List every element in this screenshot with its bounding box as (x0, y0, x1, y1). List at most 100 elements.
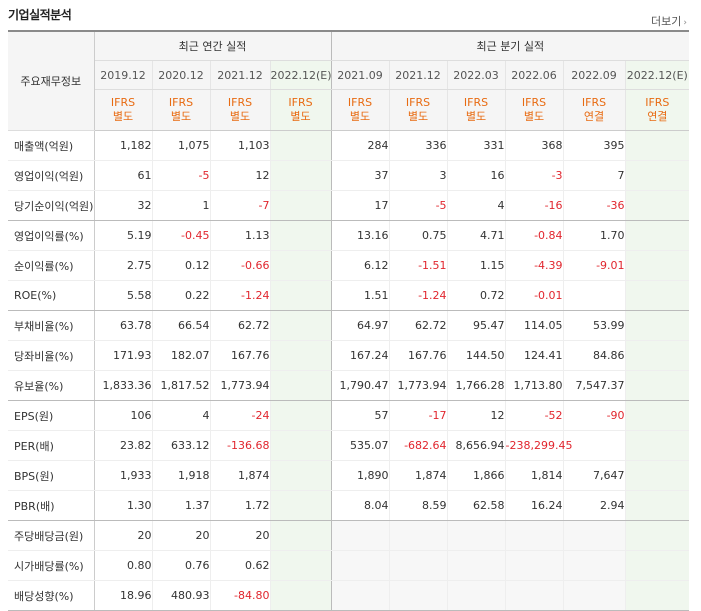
table-cell: 8.04 (330, 490, 390, 521)
table-cell (624, 280, 690, 311)
accounting-basis: 별도 (170, 110, 192, 123)
table-cell (269, 340, 332, 371)
table-cell: 1.15 (446, 250, 506, 281)
table-cell (269, 400, 332, 431)
table-cell: 7,647 (562, 460, 626, 491)
accounting-standard-name: IFRS (168, 96, 194, 109)
table-cell (562, 430, 626, 461)
accounting-standard-name: IFRS (463, 96, 489, 109)
table-cell (330, 580, 390, 611)
table-cell (562, 580, 626, 611)
table-cell: 20 (93, 520, 152, 551)
table-cell: 395 (562, 130, 626, 161)
accounting-basis: 별도 (290, 110, 311, 123)
table-cell (562, 280, 626, 311)
section-title: 기업실적분석 (8, 8, 72, 22)
table-cell: 3 (388, 160, 448, 191)
table-cell: -24 (209, 400, 270, 431)
table-cell: -1.51 (388, 250, 448, 281)
table-cell: 13.16 (330, 220, 390, 251)
table-cell: 1,182 (93, 130, 152, 161)
row-label: 매출액(억원) (8, 130, 95, 161)
table-cell: 53.99 (562, 310, 626, 341)
table-cell (269, 220, 332, 251)
table-cell: -16 (504, 190, 564, 221)
table-cell (388, 520, 448, 551)
table-row: 영업이익(억원) 61 -5 12 37 3 16 -3 7 (8, 160, 690, 191)
table-cell: 1.70 (562, 220, 626, 251)
table-cell: 0.62 (209, 550, 270, 581)
table-cell: 57 (330, 400, 390, 431)
table-cell: 0.72 (446, 280, 506, 311)
table-cell: 62.72 (388, 310, 448, 341)
table-body: 매출액(억원) 1,182 1,075 1,103 284 336 331 368 395 영업이… (8, 130, 690, 611)
period-header: 2020.12 (151, 60, 210, 90)
table-cell: 1,814 (504, 460, 564, 491)
table-cell: 167.76 (209, 340, 270, 371)
table-row: 당기순이익(억원) 32 1 -7 17 -5 4 -16 -36 (8, 190, 690, 221)
table-cell (330, 520, 390, 551)
more-label: 더보기 (651, 15, 682, 28)
table-cell: 167.24 (330, 340, 390, 371)
table-cell: 114.05 (504, 310, 564, 341)
table-cell: 0.22 (151, 280, 210, 311)
table-cell: 1,833.36 (93, 370, 152, 401)
table-cell: 64.97 (330, 310, 390, 341)
row-label: 당좌비율(%) (8, 340, 95, 371)
table-cell: 4 (446, 190, 506, 221)
accounting-standard: IFRS 별도 (269, 89, 332, 131)
table-cell: 20 (151, 520, 210, 551)
accounting-basis: 연결 (583, 110, 605, 123)
table-row: 시가배당률(%) 0.80 0.76 0.62 (8, 550, 690, 581)
table-cell (624, 460, 690, 491)
table-cell: 84.86 (562, 340, 626, 371)
table-cell (624, 340, 690, 371)
table-cell: 12 (446, 400, 506, 431)
row-label: EPS(원) (8, 400, 95, 431)
accounting-basis: 연결 (647, 110, 668, 123)
table-cell (624, 550, 690, 581)
accounting-standard: IFRS 별도 (446, 89, 506, 131)
table-cell: 1 (151, 190, 210, 221)
financial-table: 주요재무정보 최근 연간 실적 최근 분기 실적 2019.12 2020.12 2… (8, 30, 690, 611)
table-cell: -90 (562, 400, 626, 431)
table-cell: 284 (330, 130, 390, 161)
table-cell: -0.01 (504, 280, 564, 311)
table-cell (624, 520, 690, 551)
accounting-standard: IFRS 별도 (330, 89, 390, 131)
table-cell: -5 (151, 160, 210, 191)
table-cell: -84.80 (209, 580, 270, 611)
table-cell: -136.68 (209, 430, 270, 461)
table-cell (269, 370, 332, 401)
table-cell (624, 490, 690, 521)
table-cell (446, 580, 506, 611)
more-link[interactable]: 더보기 › (651, 13, 687, 29)
table-cell (446, 520, 506, 551)
table-cell (504, 520, 564, 551)
table-cell (624, 310, 690, 341)
accounting-standard-name: IFRS (288, 96, 313, 109)
table-row: EPS(원) 106 4 -24 57 -17 12 -52 -90 (8, 400, 690, 431)
table-cell: 20 (209, 520, 270, 551)
table-cell: 1,075 (151, 130, 210, 161)
table-cell: 8,656.94 (446, 430, 506, 461)
table-cell: 1.13 (209, 220, 270, 251)
accounting-standard-name: IFRS (645, 96, 670, 109)
table-cell: -682.64 (388, 430, 448, 461)
table-cell (624, 580, 690, 611)
row-label: PBR(배) (8, 490, 95, 521)
accounting-standard-name: IFRS (347, 96, 373, 109)
table-cell: 62.58 (446, 490, 506, 521)
table-row: 매출액(억원) 1,182 1,075 1,103 284 336 331 368 395 (8, 130, 690, 161)
table-cell: 2.94 (562, 490, 626, 521)
row-label: 주당배당금(원) (8, 520, 95, 551)
table-cell (624, 370, 690, 401)
table-cell: 32 (93, 190, 152, 221)
table-cell: 1.30 (93, 490, 152, 521)
table-cell: 0.75 (388, 220, 448, 251)
table-cell: 633.12 (151, 430, 210, 461)
table-cell: 144.50 (446, 340, 506, 371)
table-cell: 0.80 (93, 550, 152, 581)
table-cell: -36 (562, 190, 626, 221)
table-cell: -1.24 (388, 280, 448, 311)
